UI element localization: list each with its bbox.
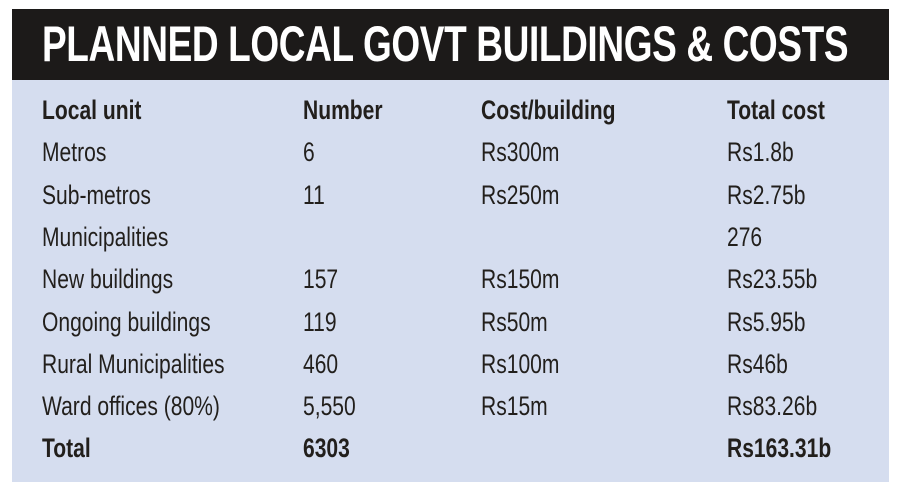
table-cell: 276: [727, 221, 763, 252]
table-cell: Rs83.26b: [727, 391, 818, 422]
table-cell: Rs50m: [481, 306, 548, 337]
table-row: Total 6303 Rs163.31b: [12, 433, 889, 473]
table-cell: Rs150m: [481, 264, 560, 295]
table-cell: Rs23.55b: [727, 264, 818, 295]
table-cell: 460: [303, 348, 339, 379]
table-cell: Rs100m: [481, 348, 560, 379]
column-header: Cost/building: [481, 95, 616, 125]
table-panel: PLANNED LOCAL GOVT BUILDINGS & COSTS Loc…: [12, 9, 889, 482]
table-cell: Rs5.95b: [727, 306, 806, 337]
table-row: Ongoing buildings 119 Rs50m Rs5.95b: [12, 307, 889, 347]
table-cell: Rural Municipalities: [42, 348, 225, 379]
table-row: Rural Municipalities 460 Rs100m Rs46b: [12, 349, 889, 389]
table-row: New buildings 157 Rs150m Rs23.55b: [12, 264, 889, 304]
table-cell: Rs15m: [481, 391, 548, 422]
table-row: Ward offices (80%) 5,550 Rs15m Rs83.26b: [12, 391, 889, 431]
table-cell: 6: [303, 137, 315, 168]
table-cell: Ward offices (80%): [42, 391, 220, 422]
table-title: PLANNED LOCAL GOVT BUILDINGS & COSTS: [42, 16, 849, 72]
table-cell: Rs46b: [727, 348, 788, 379]
title-bar: PLANNED LOCAL GOVT BUILDINGS & COSTS: [12, 9, 889, 80]
table-cell: Ongoing buildings: [42, 306, 211, 337]
table-cell: Rs300m: [481, 137, 560, 168]
table-row: Metros 6 Rs300m Rs1.8b: [12, 137, 889, 177]
column-header: Total cost: [727, 95, 825, 125]
column-header: Number: [303, 95, 383, 125]
table-cell: Sub-metros: [42, 179, 151, 210]
table-cell: Total: [42, 433, 91, 464]
table-header-row: Local unit Number Cost/building Total cost: [12, 95, 889, 135]
column-header: Local unit: [42, 95, 142, 125]
table-cell: Rs1.8b: [727, 137, 794, 168]
table-cell: Rs163.31b: [727, 433, 832, 464]
table-cell: Metros: [42, 137, 107, 168]
table-row: Municipalities 276: [12, 222, 889, 262]
table-cell: 11: [303, 179, 325, 210]
table-cell: 119: [303, 306, 337, 337]
table-cell: 6303: [303, 433, 350, 464]
table-cell: Rs2.75b: [727, 179, 806, 210]
table-cell: 157: [303, 264, 339, 295]
table-row: Sub-metros 11 Rs250m Rs2.75b: [12, 180, 889, 220]
table-cell: Rs250m: [481, 179, 560, 210]
table-cell: Municipalities: [42, 221, 169, 252]
table-cell: New buildings: [42, 264, 174, 295]
table-cell: 5,550: [303, 391, 356, 422]
